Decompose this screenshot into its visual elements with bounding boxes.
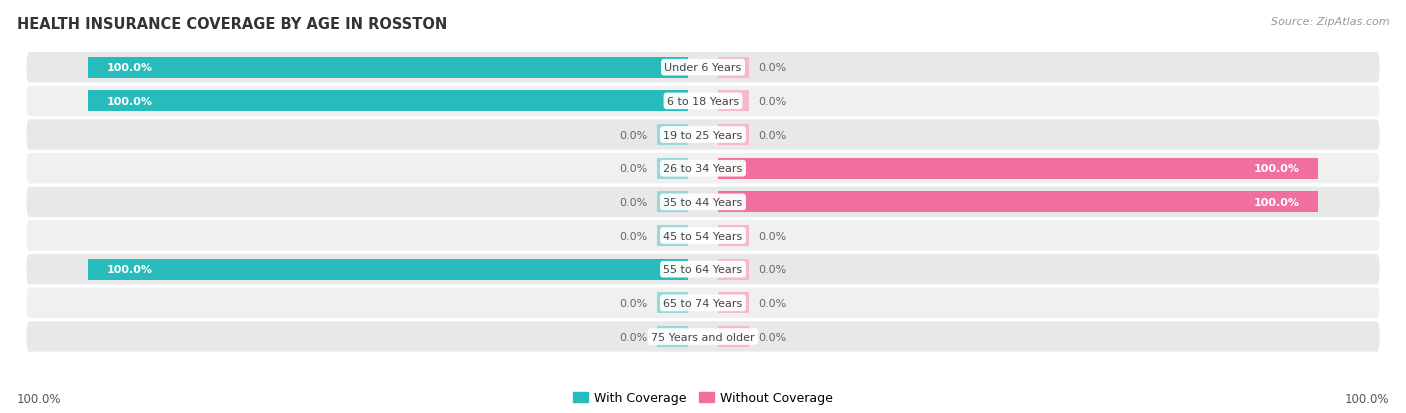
Text: 6 to 18 Years: 6 to 18 Years bbox=[666, 97, 740, 107]
Text: 55 to 64 Years: 55 to 64 Years bbox=[664, 265, 742, 275]
Text: 0.0%: 0.0% bbox=[620, 332, 648, 342]
Text: 0.0%: 0.0% bbox=[758, 63, 786, 73]
Text: Under 6 Years: Under 6 Years bbox=[665, 63, 741, 73]
Bar bbox=[718, 326, 749, 347]
Bar bbox=[657, 326, 688, 347]
Text: 0.0%: 0.0% bbox=[758, 130, 786, 140]
Text: 0.0%: 0.0% bbox=[758, 298, 786, 308]
FancyBboxPatch shape bbox=[27, 154, 1379, 184]
Bar bbox=[657, 158, 688, 179]
Bar bbox=[657, 293, 688, 313]
Text: 0.0%: 0.0% bbox=[758, 265, 786, 275]
Bar bbox=[718, 58, 749, 78]
FancyBboxPatch shape bbox=[27, 254, 1379, 285]
Text: 100.0%: 100.0% bbox=[107, 265, 152, 275]
FancyBboxPatch shape bbox=[27, 288, 1379, 318]
Bar bbox=[657, 125, 688, 146]
Text: 100.0%: 100.0% bbox=[1254, 164, 1299, 174]
Bar bbox=[718, 158, 1319, 179]
Bar bbox=[87, 58, 688, 78]
FancyBboxPatch shape bbox=[27, 86, 1379, 117]
Bar bbox=[718, 225, 749, 247]
Text: 100.0%: 100.0% bbox=[107, 63, 152, 73]
Bar bbox=[87, 259, 688, 280]
Bar bbox=[718, 125, 749, 146]
Text: Source: ZipAtlas.com: Source: ZipAtlas.com bbox=[1271, 17, 1389, 26]
Text: 100.0%: 100.0% bbox=[17, 392, 62, 405]
Bar bbox=[657, 225, 688, 247]
FancyBboxPatch shape bbox=[27, 221, 1379, 251]
Text: 0.0%: 0.0% bbox=[758, 231, 786, 241]
Text: 0.0%: 0.0% bbox=[620, 130, 648, 140]
Text: 26 to 34 Years: 26 to 34 Years bbox=[664, 164, 742, 174]
Text: 0.0%: 0.0% bbox=[758, 97, 786, 107]
Text: 19 to 25 Years: 19 to 25 Years bbox=[664, 130, 742, 140]
Text: 100.0%: 100.0% bbox=[1344, 392, 1389, 405]
Text: 0.0%: 0.0% bbox=[620, 298, 648, 308]
Bar bbox=[718, 293, 749, 313]
FancyBboxPatch shape bbox=[27, 53, 1379, 83]
Legend: With Coverage, Without Coverage: With Coverage, Without Coverage bbox=[572, 391, 834, 404]
FancyBboxPatch shape bbox=[27, 187, 1379, 218]
Bar bbox=[718, 91, 749, 112]
Bar bbox=[657, 192, 688, 213]
Text: 100.0%: 100.0% bbox=[1254, 197, 1299, 207]
Text: 0.0%: 0.0% bbox=[620, 231, 648, 241]
Bar bbox=[718, 259, 749, 280]
Text: HEALTH INSURANCE COVERAGE BY AGE IN ROSSTON: HEALTH INSURANCE COVERAGE BY AGE IN ROSS… bbox=[17, 17, 447, 31]
Text: 75 Years and older: 75 Years and older bbox=[651, 332, 755, 342]
FancyBboxPatch shape bbox=[27, 322, 1379, 352]
Text: 0.0%: 0.0% bbox=[758, 332, 786, 342]
Bar bbox=[718, 192, 1319, 213]
Text: 65 to 74 Years: 65 to 74 Years bbox=[664, 298, 742, 308]
Text: 0.0%: 0.0% bbox=[620, 164, 648, 174]
Text: 45 to 54 Years: 45 to 54 Years bbox=[664, 231, 742, 241]
FancyBboxPatch shape bbox=[27, 120, 1379, 150]
Text: 35 to 44 Years: 35 to 44 Years bbox=[664, 197, 742, 207]
Bar bbox=[87, 91, 688, 112]
Text: 100.0%: 100.0% bbox=[107, 97, 152, 107]
Text: 0.0%: 0.0% bbox=[620, 197, 648, 207]
